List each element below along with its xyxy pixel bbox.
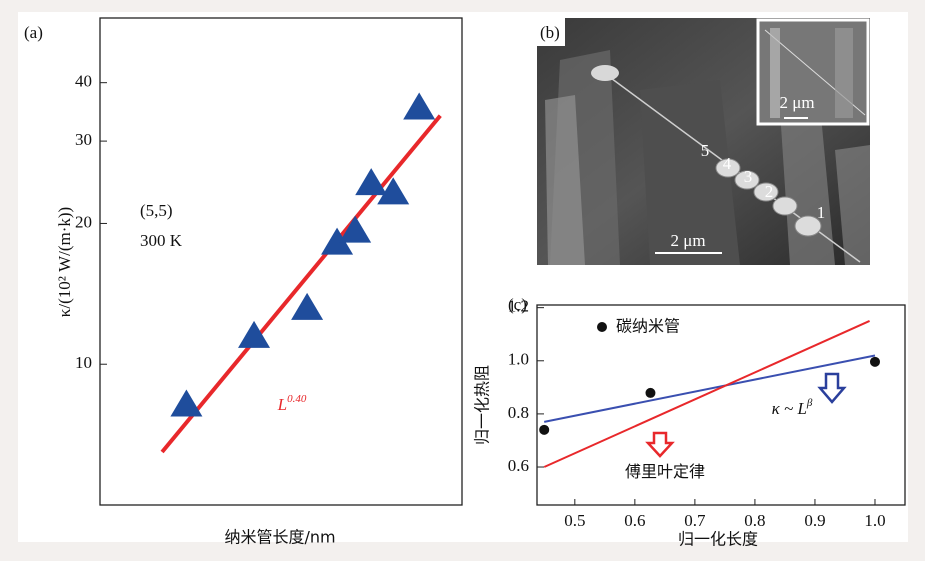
contact-label: 5	[701, 141, 710, 160]
y-tick-label: 30	[75, 130, 92, 149]
contact-label: 4	[723, 154, 732, 173]
x-tick-label: 0.6	[624, 511, 645, 530]
x-tick-label: 1.0	[864, 511, 885, 530]
legend-label: 碳纳米管	[616, 317, 680, 336]
annotation: 300 K	[140, 231, 183, 250]
legend-marker	[597, 322, 607, 332]
annotation: (5,5)	[140, 201, 173, 220]
x-axis-label: 归一化长度	[678, 530, 758, 549]
label-exponent: β	[806, 397, 813, 409]
inset-scale-bar-label: 2 μm	[779, 93, 814, 112]
y-axis-label: 归一化热阻	[473, 365, 492, 445]
data-point	[870, 357, 880, 367]
y-tick-label: 20	[75, 212, 92, 231]
contact-label: 3	[744, 167, 753, 186]
x-tick-label: 0.5	[564, 511, 585, 530]
line-label: 傅里叶定律	[625, 462, 705, 481]
y-tick-label: 10	[75, 353, 92, 372]
data-point	[645, 388, 655, 398]
x-tick-label: 0.9	[804, 511, 825, 530]
line-label: κ ~ Lβ	[772, 397, 813, 418]
figure: (b) 2 μm 2 μm 5432 1 10 20 30 40 (a) 纳米管长度/nm κ…	[0, 0, 925, 556]
scale-bar-label: 2 μm	[670, 231, 705, 250]
label-exponent: 0.40	[287, 393, 307, 405]
data-point	[539, 425, 549, 435]
page: (b) 2 μm 2 μm 5432 1 10 20 30 40 (a) 纳米管长度/nm κ…	[0, 0, 925, 556]
x-tick-label: 0.7	[684, 511, 706, 530]
label-base: L	[277, 395, 287, 414]
panel-label: (a)	[24, 23, 43, 42]
y-axis-label: κ/(10² W/(m·k))	[55, 207, 74, 317]
label-base: κ ~ L	[772, 399, 807, 418]
contact-label: 1	[817, 203, 826, 222]
y-tick-label: 0.6	[508, 456, 529, 475]
x-axis-label: 纳米管长度/nm	[224, 528, 335, 547]
y-tick-label: 1.0	[508, 350, 529, 369]
y-tick-label: 40	[75, 72, 92, 91]
y-tick-label: 0.8	[508, 403, 529, 422]
panel-label: (b)	[540, 23, 560, 42]
contact-label: 2	[765, 182, 774, 201]
x-tick-label: 0.8	[744, 511, 765, 530]
panel-label: (c)	[508, 295, 527, 314]
label-base: 傅里叶定律	[625, 462, 705, 481]
